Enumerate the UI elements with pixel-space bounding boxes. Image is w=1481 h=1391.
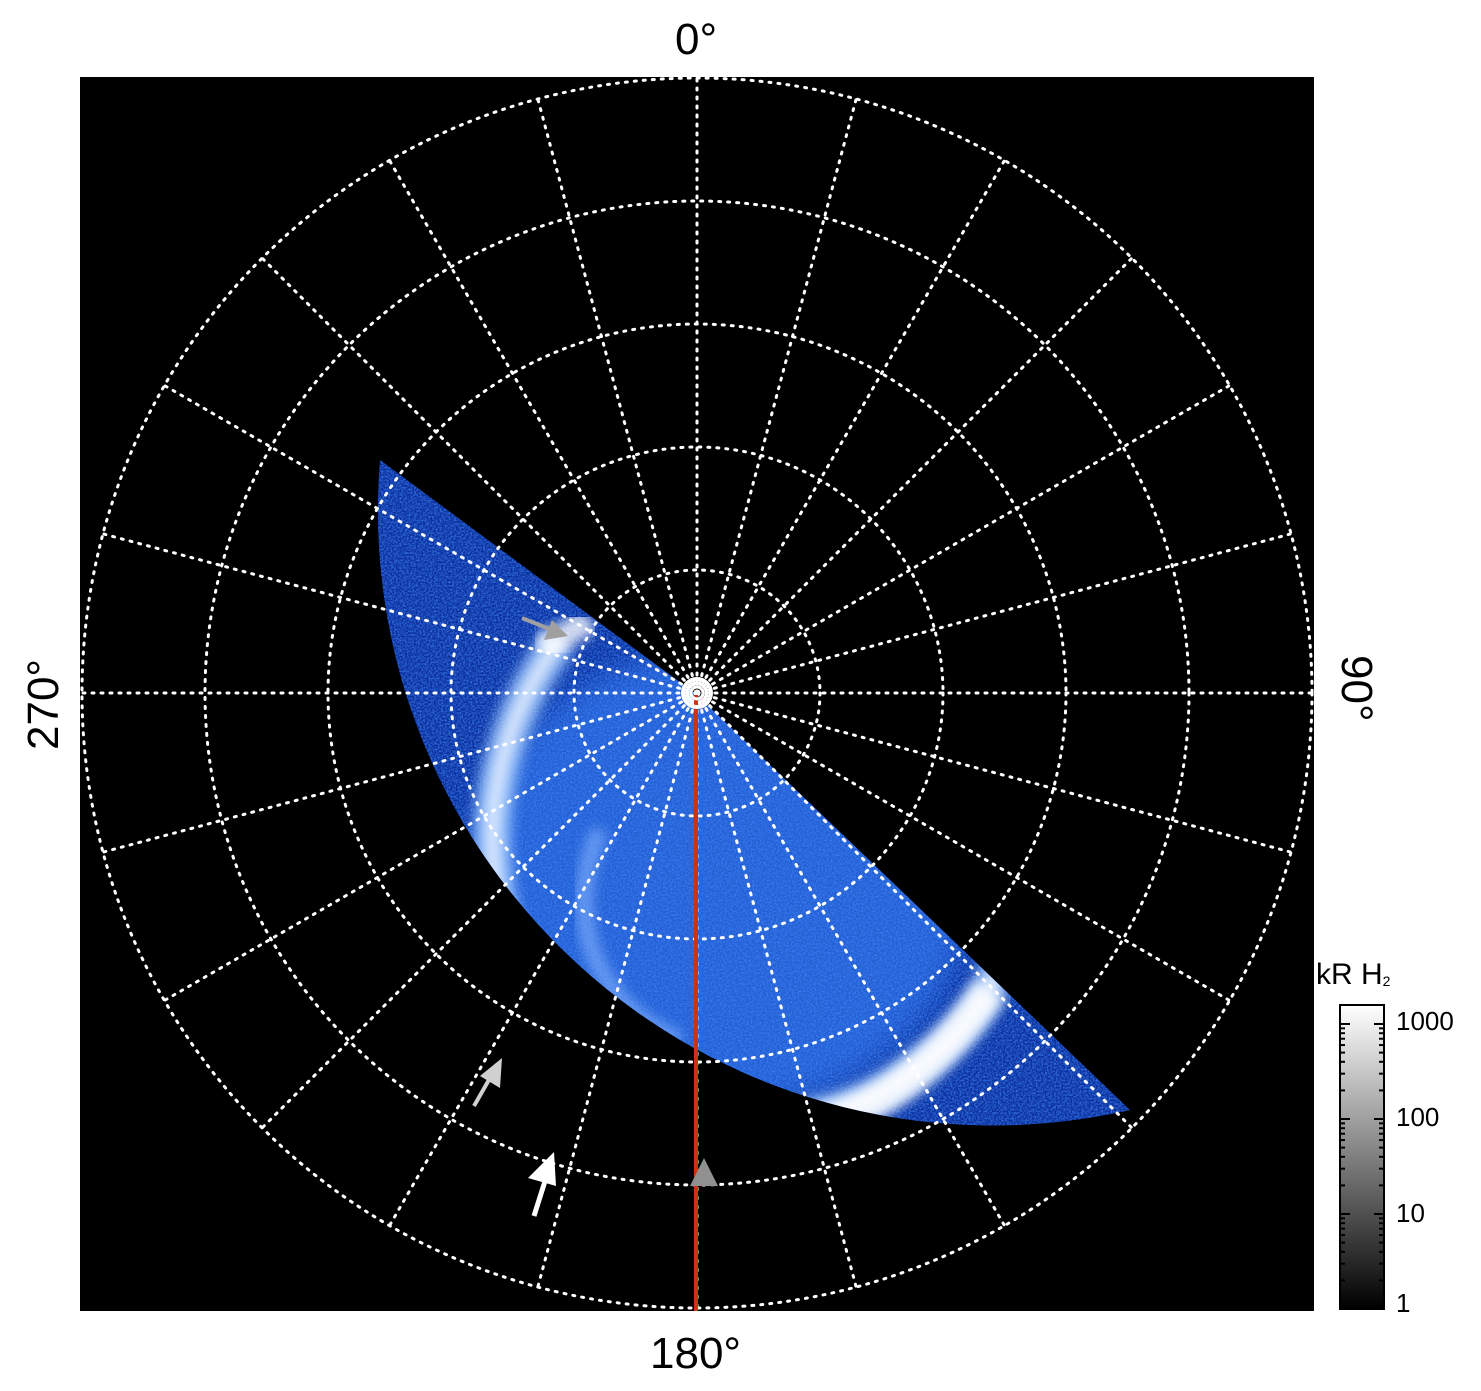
grid-meridian <box>695 691 858 1289</box>
colorbar <box>1339 1004 1385 1310</box>
grid-meridian <box>162 691 699 1002</box>
grid-meridian <box>695 691 1293 854</box>
colorbar-tick-label: 10 <box>1396 1198 1425 1228</box>
grid-meridian <box>695 532 1293 695</box>
arrow-white-lower <box>528 1152 556 1217</box>
arrow-gray-upper <box>521 616 568 640</box>
axis-label-270: 270° <box>19 658 68 750</box>
grid-meridian <box>695 97 858 695</box>
grid-meridian <box>260 256 699 695</box>
grid-meridian <box>388 691 699 1228</box>
grid-meridian <box>536 97 699 695</box>
arrow-gray-triangle <box>690 1158 718 1186</box>
pole-marker-inner <box>689 685 705 701</box>
grid-meridian <box>695 256 1134 695</box>
grid-meridian <box>162 384 699 695</box>
colorbar-title: kR H2 <box>1316 958 1390 992</box>
grid-ring <box>572 568 822 818</box>
colorbar-title-text: kR H <box>1316 958 1383 991</box>
colorbar-tick-label: 1 <box>1396 1288 1411 1318</box>
grid-meridian <box>536 691 699 1289</box>
axis-label-0: 0° <box>675 15 718 64</box>
colorbar-title-subscript: 2 <box>1382 973 1391 989</box>
grid-meridian <box>695 691 1232 1002</box>
grid-meridian <box>695 691 1006 1228</box>
colorbar-ticks <box>1340 1023 1384 1310</box>
grid-meridian <box>101 691 699 854</box>
colorbar-tick-label: 1000 <box>1396 1006 1454 1036</box>
grid-meridian <box>260 691 699 1130</box>
grid-meridian <box>695 384 1232 695</box>
grid-meridian <box>695 158 1006 695</box>
pole-marker-outer <box>681 677 713 709</box>
grid-meridian <box>695 691 1134 1130</box>
colorbar-tick-label: 100 <box>1396 1102 1440 1132</box>
axis-label-180: 180° <box>650 1329 742 1378</box>
grid-meridian <box>101 532 699 695</box>
arrow-white-left <box>472 1058 502 1107</box>
grid-meridian <box>388 158 699 695</box>
axis-label-90: 90° <box>1332 655 1381 722</box>
